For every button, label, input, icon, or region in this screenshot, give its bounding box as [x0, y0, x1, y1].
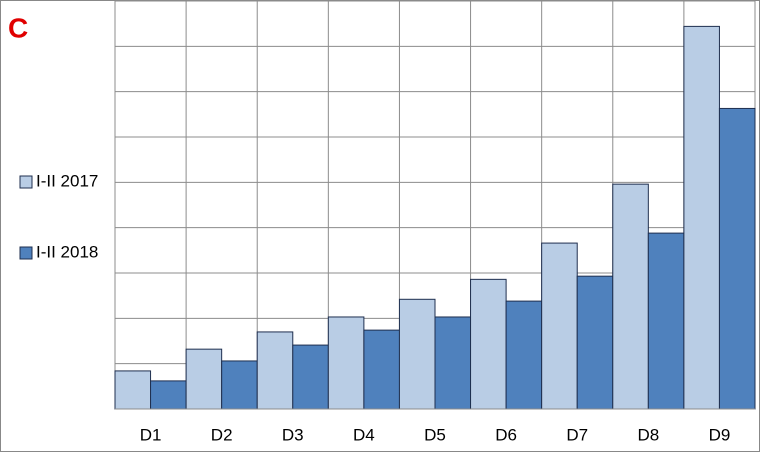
- x-tick-label: D4: [353, 425, 375, 444]
- bar: [470, 278, 507, 410]
- x-tick-label: D9: [709, 425, 731, 444]
- bar: [221, 360, 258, 410]
- bar: [327, 316, 365, 410]
- x-tick-label: D2: [211, 425, 233, 444]
- x-tick-label: D6: [495, 425, 517, 444]
- x-tick-label: D5: [424, 425, 446, 444]
- bar: [576, 275, 614, 410]
- x-tick-label: D8: [637, 425, 659, 444]
- bar: [185, 348, 223, 410]
- bar: [612, 183, 649, 410]
- bar: [363, 329, 400, 410]
- bar: [683, 25, 720, 410]
- bar: [114, 370, 152, 410]
- bar: [541, 242, 578, 410]
- x-tick-label: D3: [282, 425, 304, 444]
- bar: [150, 380, 187, 410]
- bar: [434, 316, 472, 410]
- chart-title: C: [8, 12, 28, 43]
- legend-swatch: [19, 246, 33, 260]
- legend-label: I-II 2018: [36, 242, 98, 261]
- bar: [256, 331, 294, 410]
- bar: [647, 232, 685, 410]
- bar: [718, 107, 756, 410]
- legend-swatch: [19, 175, 33, 189]
- x-tick-label: D1: [140, 425, 162, 444]
- x-tick-label: D7: [566, 425, 588, 444]
- legend-label: I-II 2017: [36, 171, 98, 190]
- bar: [505, 300, 543, 410]
- bar: [292, 344, 329, 410]
- bar: [398, 298, 436, 410]
